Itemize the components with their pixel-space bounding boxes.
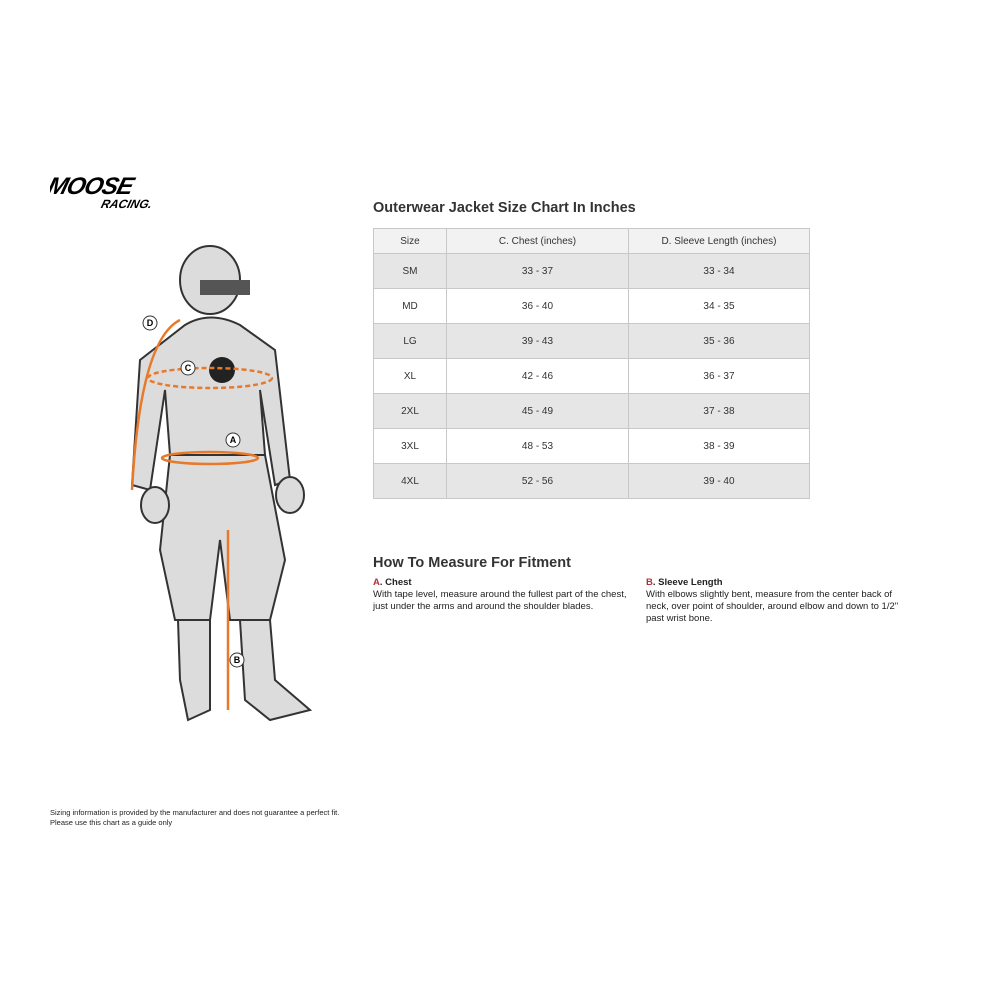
cell-size: LG: [373, 323, 447, 359]
svg-text:RACING.: RACING.: [100, 197, 154, 211]
cell-sleeve: 38 - 39: [628, 428, 810, 464]
header-sleeve: D. Sleeve Length (inches): [628, 228, 810, 254]
header-chest: C. Chest (inches): [446, 228, 629, 254]
svg-text:D: D: [147, 318, 154, 328]
cell-sleeve: 36 - 37: [628, 358, 810, 394]
table-row: 3XL 48 - 53 38 - 39: [373, 428, 810, 464]
table-row: MD 36 - 40 34 - 35: [373, 288, 810, 324]
disclaimer-line: Sizing information is provided by the ma…: [50, 808, 340, 817]
header-size: Size: [373, 228, 447, 254]
table-row: 4XL 52 - 56 39 - 40: [373, 463, 810, 499]
disclaimer: Sizing information is provided by the ma…: [50, 808, 339, 828]
cell-chest: 52 - 56: [446, 463, 629, 499]
measure-label: Sleeve Length: [658, 577, 723, 588]
cell-size: SM: [373, 253, 447, 289]
table-row: LG 39 - 43 35 - 36: [373, 323, 810, 359]
svg-text:A: A: [230, 435, 237, 445]
table-row: SM 33 - 37 33 - 34: [373, 253, 810, 289]
cell-size: 3XL: [373, 428, 447, 464]
table-row: 2XL 45 - 49 37 - 38: [373, 393, 810, 429]
measure-label: Chest: [385, 577, 412, 588]
cell-sleeve: 39 - 40: [628, 463, 810, 499]
howto-title: How To Measure For Fitment: [373, 555, 571, 571]
cell-chest: 36 - 40: [446, 288, 629, 324]
svg-text:C: C: [185, 363, 192, 373]
cell-size: 4XL: [373, 463, 447, 499]
cell-chest: 39 - 43: [446, 323, 629, 359]
cell-sleeve: 33 - 34: [628, 253, 810, 289]
measure-sleeve: B. Sleeve Length With elbows slightly be…: [646, 577, 916, 625]
svg-text:MOOSE: MOOSE: [50, 173, 138, 200]
svg-text:B: B: [234, 655, 241, 665]
cell-sleeve: 37 - 38: [628, 393, 810, 429]
measure-chest: A. Chest With tape level, measure around…: [373, 577, 643, 613]
cell-size: XL: [373, 358, 447, 394]
disclaimer-line: Please use this chart as a guide only: [50, 818, 173, 827]
cell-chest: 45 - 49: [446, 393, 629, 429]
cell-chest: 33 - 37: [446, 253, 629, 289]
cell-sleeve: 34 - 35: [628, 288, 810, 324]
measure-text: With elbows slightly bent, measure from …: [646, 589, 899, 624]
measure-text: With tape level, measure around the full…: [373, 589, 627, 612]
moose-racing-logo: MOOSE RACING.: [50, 173, 154, 211]
cell-chest: 48 - 53: [446, 428, 629, 464]
rider-measurement-figure: A B C D: [130, 245, 313, 722]
measure-letter: A: [373, 577, 380, 588]
cell-size: 2XL: [373, 393, 447, 429]
cell-size: MD: [373, 288, 447, 324]
size-chart-title: Outerwear Jacket Size Chart In Inches: [373, 200, 636, 216]
table-header-row: Size C. Chest (inches) D. Sleeve Length …: [373, 228, 810, 254]
cell-sleeve: 35 - 36: [628, 323, 810, 359]
measure-letter: B: [646, 577, 653, 588]
table-row: XL 42 - 46 36 - 37: [373, 358, 810, 394]
cell-chest: 42 - 46: [446, 358, 629, 394]
size-table: Size C. Chest (inches) D. Sleeve Length …: [373, 228, 810, 499]
